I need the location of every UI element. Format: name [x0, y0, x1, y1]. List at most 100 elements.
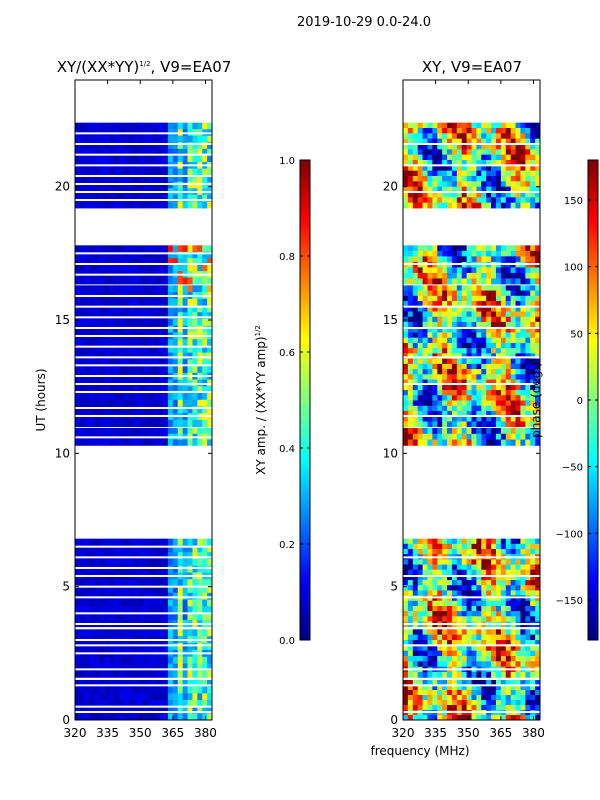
- heatmap-cell: [520, 600, 526, 607]
- heatmap-cell: [495, 278, 502, 285]
- heatmap-cell: [119, 251, 125, 259]
- heatmap-cell: [432, 405, 438, 412]
- heatmap-cell: [510, 176, 516, 182]
- heatmap-cell: [500, 428, 507, 435]
- heatmap-cell: [447, 337, 453, 344]
- heatmap-cell: [104, 318, 110, 327]
- heatmap-cell: [481, 634, 487, 641]
- heatmap-cell: [99, 142, 105, 150]
- heatmap-cell: [158, 285, 164, 293]
- heatmap-cell: [471, 256, 477, 263]
- heatmap-cell: [197, 643, 203, 651]
- heatmap-cell: [466, 311, 472, 318]
- heatmap-cell: [422, 690, 428, 696]
- heatmap-cell: [427, 395, 433, 401]
- heatmap-cell: [451, 538, 458, 545]
- heatmap-cell: [491, 128, 497, 134]
- heatmap-cell: [442, 416, 448, 422]
- heatmap-cell: [148, 579, 154, 587]
- heatmap-cell: [75, 613, 81, 621]
- heatmap-cell: [466, 390, 472, 396]
- heatmap-cell: [128, 545, 135, 553]
- heatmap-cell: [491, 616, 497, 622]
- heatmap-cell: [495, 295, 502, 302]
- heatmap-cell: [437, 144, 443, 150]
- heatmap-cell: [75, 148, 81, 156]
- heatmap-cell: [143, 181, 149, 189]
- heatmap-cell: [128, 663, 135, 671]
- heatmap-cell: [427, 605, 433, 612]
- heatmap-cell: [128, 148, 135, 156]
- heatmap-cell: [84, 175, 91, 183]
- heatmap-cell: [437, 680, 443, 686]
- heatmap-cell: [192, 706, 198, 714]
- heatmap-cell: [481, 600, 487, 607]
- heatmap-cell: [525, 616, 531, 622]
- heatmap-cell: [427, 416, 433, 422]
- heatmap-cell: [525, 285, 531, 291]
- heatmap-cell: [417, 549, 423, 555]
- heatmap-cell: [207, 565, 213, 573]
- heatmap-cell: [153, 586, 159, 594]
- heatmap-cell: [520, 405, 526, 412]
- heatmap-cell: [403, 133, 409, 140]
- heatmap-cell: [495, 400, 502, 407]
- heatmap-cell: [491, 122, 497, 129]
- heatmap-cell: [79, 148, 86, 156]
- heatmap-cell: [535, 421, 541, 428]
- heatmap-cell: [192, 713, 198, 721]
- heatmap-cell: [481, 543, 487, 550]
- heatmap-cell: [177, 399, 184, 407]
- heatmap-cell: [153, 155, 159, 163]
- heatmap-cell: [123, 439, 130, 446]
- heatmap-cell: [172, 298, 179, 306]
- heatmap-cell: [515, 363, 521, 370]
- heatmap-cell: [417, 285, 423, 291]
- heatmap-cell: [407, 559, 414, 565]
- heatmap-cell: [182, 686, 188, 694]
- heatmap-cell: [432, 421, 438, 428]
- y-tick-label: 5: [62, 580, 70, 594]
- heatmap-cell: [495, 272, 502, 279]
- heatmap-cell: [114, 680, 120, 688]
- heatmap-cell: [187, 693, 193, 701]
- heatmap-cell: [461, 176, 468, 182]
- heatmap-cell: [437, 337, 443, 344]
- heatmap-cell: [407, 128, 414, 134]
- heatmap-cell: [505, 122, 512, 129]
- heatmap-cell: [123, 393, 130, 401]
- heatmap-cell: [447, 605, 453, 612]
- heatmap-cell: [535, 348, 541, 354]
- heatmap-cell: [128, 285, 135, 293]
- heatmap-cell: [442, 559, 448, 565]
- heatmap-cell: [75, 168, 81, 176]
- heatmap-cell: [79, 399, 86, 407]
- heatmap-cell: [163, 305, 169, 313]
- heatmap-cell: [466, 379, 472, 386]
- heatmap-cell: [476, 342, 482, 349]
- heatmap-cell: [510, 538, 516, 545]
- heatmap-cell: [466, 186, 472, 193]
- heatmap-cell: [447, 311, 453, 318]
- heatmap-cell: [486, 695, 492, 701]
- heatmap-cell: [99, 552, 105, 560]
- heatmap-cell: [432, 600, 438, 607]
- heatmap-cell: [109, 298, 115, 306]
- heatmap-cell: [432, 160, 438, 166]
- heatmap-cell: [153, 656, 159, 665]
- heatmap-cell: [89, 251, 95, 259]
- heatmap-cell: [123, 122, 130, 130]
- heatmap-cell: [422, 629, 428, 636]
- heatmap-cell: [535, 327, 541, 333]
- heatmap-cell: [442, 186, 448, 193]
- heatmap-cell: [432, 640, 438, 646]
- heatmap-cell: [491, 197, 497, 204]
- heatmap-cell: [84, 298, 91, 306]
- heatmap-cell: [530, 197, 536, 204]
- heatmap-cell: [172, 399, 179, 407]
- heatmap-cell: [451, 337, 458, 344]
- heatmap-cell: [89, 439, 95, 446]
- heatmap-cell: [153, 406, 159, 414]
- heatmap-cell: [510, 379, 516, 386]
- heatmap-cell: [437, 661, 443, 668]
